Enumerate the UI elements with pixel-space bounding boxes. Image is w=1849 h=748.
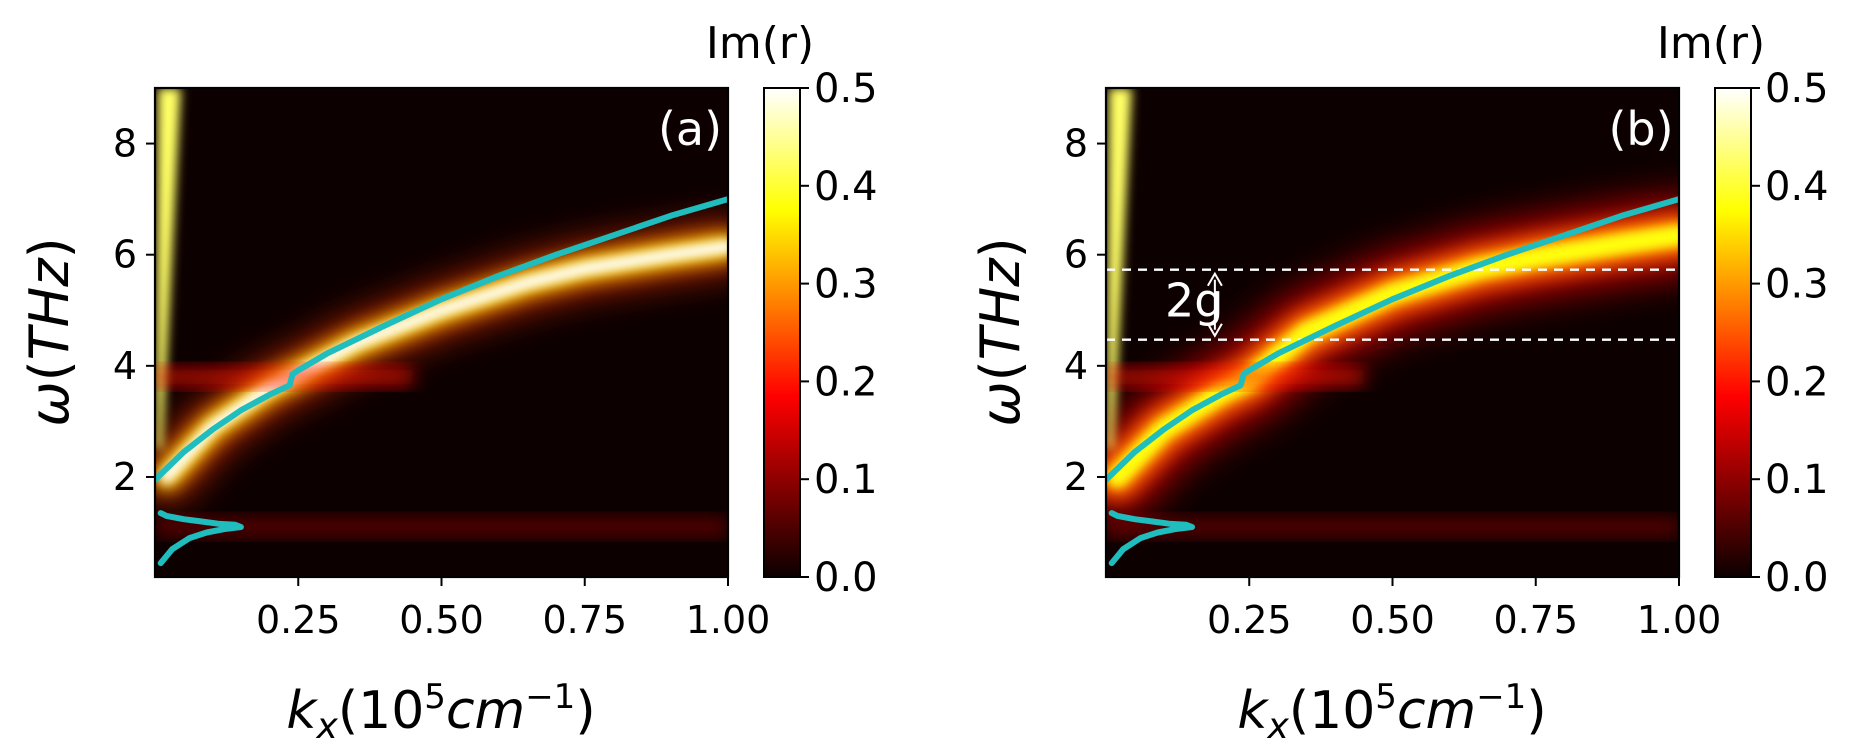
y-axis-label: ω(THz) [969, 237, 1032, 426]
colorbar-ticks: 0.0 0.1 0.2 0.3 0.4 0.5 [1751, 66, 1829, 601]
x-tick-label: 0.25 [256, 598, 341, 642]
panel-a: 0.25 0.50 0.75 1.00 2 4 6 8 (a) kx(105cm−1) ω(… [18, 18, 878, 747]
colorbar-tick-label: 0.5 [814, 66, 878, 112]
colorbar-tick-label: 0.1 [1765, 457, 1829, 503]
resonance-streak [155, 368, 413, 386]
x-axis-label: kx(105cm−1) [286, 677, 595, 747]
y-tick-label: 6 [1064, 233, 1088, 277]
colorbar-tick-label: 0.0 [1765, 555, 1829, 601]
y-tick-label: 8 [1064, 122, 1088, 166]
dispersion-lower-line [157, 510, 244, 567]
x-tick-label: 0.75 [542, 598, 627, 642]
x-tick-label: 0.50 [1350, 598, 1435, 642]
x-tick-label: 0.25 [1207, 598, 1292, 642]
x-axis-ticks: 0.25 0.50 0.75 1.00 [1207, 577, 1721, 642]
colorbar-gradient [1714, 87, 1752, 578]
x-axis-ticks: 0.25 0.50 0.75 1.00 [256, 577, 770, 642]
colorbar-tick-label: 0.5 [1765, 66, 1829, 112]
panel-label: (b) [1608, 102, 1673, 156]
x-tick-label: 1.00 [1637, 598, 1722, 642]
y-tick-label: 2 [113, 455, 137, 499]
colorbar-ticks: 0.0 0.1 0.2 0.3 0.4 0.5 [800, 66, 878, 601]
gap-annotation: 2g [1165, 274, 1223, 328]
colorbar-tick-label: 0.3 [814, 262, 878, 308]
colorbar-tick-label: 0.3 [1765, 262, 1829, 308]
y-tick-label: 6 [113, 233, 137, 277]
x-tick-label: 0.75 [1493, 598, 1578, 642]
dispersion-upper-line [155, 196, 728, 483]
heatmap-a [155, 88, 728, 577]
phonon-streak [155, 518, 728, 536]
colorbar-tick-label: 0.2 [1765, 359, 1829, 405]
dispersion-lower-line [1108, 510, 1195, 567]
colorbar-a: 0.0 0.1 0.2 0.3 0.4 0.5 Im(r) [706, 18, 878, 601]
colorbar-gradient [763, 87, 801, 578]
dispersion-upper-line [1106, 196, 1679, 483]
phonon-streak [1106, 518, 1679, 536]
heatmap-b [1106, 88, 1679, 577]
colorbar-b: 0.0 0.1 0.2 0.3 0.4 0.5 Im(r) [1657, 18, 1829, 601]
resonance-streak [1106, 368, 1364, 386]
y-axis-ticks: 2 4 6 8 [113, 122, 155, 499]
panel-label: (a) [658, 102, 722, 156]
y-axis-label: ω(THz) [18, 237, 81, 426]
dispersion-curves [1106, 196, 1679, 567]
y-tick-label: 8 [113, 122, 137, 166]
y-axis-ticks: 2 4 6 8 [1064, 122, 1106, 499]
y-tick-label: 4 [113, 344, 137, 388]
colorbar-tick-label: 0.4 [814, 164, 878, 210]
y-tick-label: 4 [1064, 344, 1088, 388]
colorbar-title: Im(r) [1657, 18, 1765, 69]
light-line-glow [156, 88, 181, 450]
x-tick-label: 0.50 [399, 598, 484, 642]
x-axis-label: kx(105cm−1) [1237, 677, 1546, 747]
colorbar-tick-label: 0.4 [1765, 164, 1829, 210]
colorbar-tick-label: 0.2 [814, 359, 878, 405]
x-tick-label: 1.00 [686, 598, 771, 642]
dispersion-curves [155, 196, 728, 567]
gap-arrow-head-down [1207, 323, 1223, 338]
gap-arrow-head-up [1207, 271, 1223, 287]
gap-arrow-icon [1207, 271, 1223, 338]
y-tick-label: 2 [1064, 455, 1088, 499]
colorbar-tick-label: 0.0 [814, 555, 878, 601]
light-line-glow [1107, 88, 1132, 450]
colorbar-title: Im(r) [706, 18, 814, 69]
colorbar-tick-label: 0.1 [814, 457, 878, 503]
panel-b: 0.25 0.50 0.75 1.00 2 4 6 8 (b) 2g kx(105cm−1)… [969, 18, 1829, 747]
